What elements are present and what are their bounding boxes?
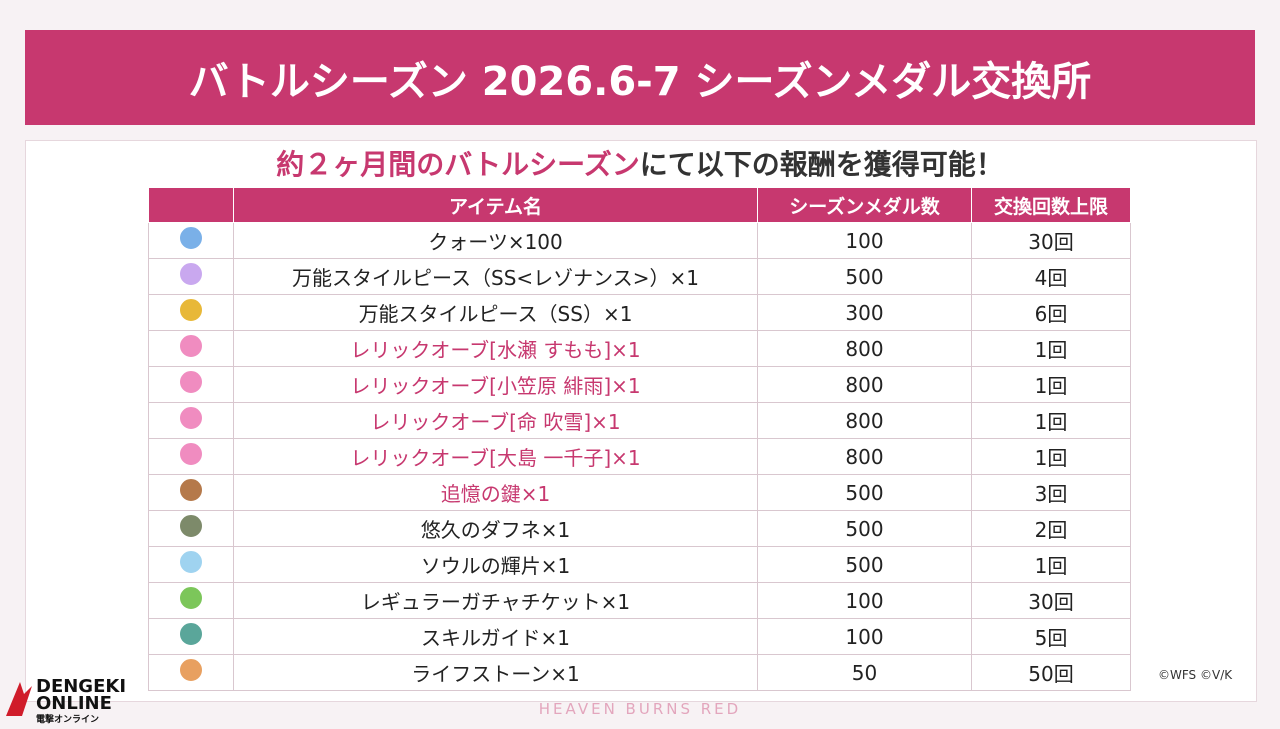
- table-row: 万能スタイルピース（SS）×1 300 6回: [148, 294, 1131, 331]
- icon: [178, 297, 204, 323]
- cell-name: クォーツ×100: [233, 222, 758, 259]
- table-row: ライフストーン×1 50 50回: [148, 654, 1131, 691]
- cell-medals: 100: [757, 222, 972, 259]
- subtitle-rest: にて以下の報酬を獲得可能！: [639, 148, 1004, 181]
- cell-limit: 3回: [971, 474, 1131, 511]
- icon: [178, 477, 204, 503]
- item-icon: [148, 510, 234, 547]
- subtitle-highlight: 約２ヶ月間のバトルシーズン: [276, 148, 640, 181]
- cell-limit: 4回: [971, 258, 1131, 295]
- item-icon: [148, 222, 234, 259]
- copyright: ©WFS ©V/K: [1158, 668, 1233, 682]
- logo-mark: [6, 682, 32, 716]
- cell-limit: 1回: [971, 402, 1131, 439]
- cell-limit: 6回: [971, 294, 1131, 331]
- item-icon: [148, 330, 234, 367]
- cell-medals: 100: [757, 618, 972, 655]
- item-icon: [148, 294, 234, 331]
- item-icon: [148, 546, 234, 583]
- item-icon: [148, 654, 234, 691]
- logo: DENGEKI ONLINE 電撃オンライン: [36, 678, 126, 729]
- cell-medals: 100: [757, 582, 972, 619]
- column-header: 交換回数上限: [971, 187, 1131, 223]
- cell-medals: 500: [757, 510, 972, 547]
- reward-table: アイテム名 シーズンメダル数 交換回数上限 クォーツ×100 100 30回 万能スタ…: [148, 187, 1131, 691]
- cell-limit: 30回: [971, 582, 1131, 619]
- icon: [178, 225, 204, 251]
- cell-medals: 50: [757, 654, 972, 691]
- item-icon: [148, 474, 234, 511]
- cell-name: レギュラーガチャチケット×1: [233, 582, 758, 619]
- logo-text: DENGEKI: [36, 676, 127, 697]
- cell-limit: 1回: [971, 438, 1131, 475]
- cell-limit: 1回: [971, 366, 1131, 403]
- table-row: クォーツ×100 100 30回: [148, 222, 1131, 259]
- table-row: ソウルの輝片×1 500 1回: [148, 546, 1131, 583]
- icon: [178, 369, 204, 395]
- cell-name: ライフストーン×1: [233, 654, 758, 691]
- table-row: レリックオーブ[命 吹雪]×1 800 1回: [148, 402, 1131, 439]
- icon: [178, 585, 204, 611]
- icon: [178, 657, 204, 683]
- table-row: 追憶の鍵×1 500 3回: [148, 474, 1131, 511]
- cell-name: レリックオーブ[命 吹雪]×1: [233, 402, 758, 439]
- cell-name: スキルガイド×1: [233, 618, 758, 655]
- cell-name: レリックオーブ[小笠原 緋雨]×1: [233, 366, 758, 403]
- table-row: レリックオーブ[小笠原 緋雨]×1 800 1回: [148, 366, 1131, 403]
- table-row: スキルガイド×1 100 5回: [148, 618, 1131, 655]
- icon: [178, 405, 204, 431]
- cell-medals: 500: [757, 258, 972, 295]
- item-icon: [148, 618, 234, 655]
- cell-medals: 500: [757, 546, 972, 583]
- item-icon: [148, 366, 234, 403]
- title-banner: バトルシーズン 2026.6-7 シーズンメダル交換所: [25, 30, 1255, 125]
- cell-name: レリックオーブ[大島 一千子]×1: [233, 438, 758, 475]
- cell-limit: 2回: [971, 510, 1131, 547]
- icon: [178, 513, 204, 539]
- icon: [178, 441, 204, 467]
- cell-medals: 800: [757, 366, 972, 403]
- cell-limit: 30回: [971, 222, 1131, 259]
- column-header: アイテム名: [233, 187, 758, 223]
- cell-medals: 800: [757, 438, 972, 475]
- game-name: HEAVEN BURNS RED: [538, 700, 742, 718]
- cell-limit: 1回: [971, 546, 1131, 583]
- cell-name: 万能スタイルピース（SS<レゾナンス>）×1: [233, 258, 758, 295]
- item-icon: [148, 258, 234, 295]
- icon-header: [148, 187, 234, 223]
- item-icon: [148, 582, 234, 619]
- subtitle: 約２ヶ月間のバトルシーズンにて以下の報酬を獲得可能！: [0, 143, 1280, 183]
- table-row: 万能スタイルピース（SS<レゾナンス>）×1 500 4回: [148, 258, 1131, 295]
- item-icon: [148, 402, 234, 439]
- cell-name: レリックオーブ[水瀬 すもも]×1: [233, 330, 758, 367]
- icon: [178, 333, 204, 359]
- cell-limit: 50回: [971, 654, 1131, 691]
- table-row: レリックオーブ[大島 一千子]×1 800 1回: [148, 438, 1131, 475]
- table-row: レリックオーブ[水瀬 すもも]×1 800 1回: [148, 330, 1131, 367]
- column-header: シーズンメダル数: [757, 187, 972, 223]
- cell-name: 追憶の鍵×1: [233, 474, 758, 511]
- cell-medals: 800: [757, 330, 972, 367]
- icon: [178, 621, 204, 647]
- icon: [178, 261, 204, 287]
- icon: [178, 549, 204, 575]
- cell-medals: 300: [757, 294, 972, 331]
- cell-limit: 5回: [971, 618, 1131, 655]
- table-row: 悠久のダフネ×1 500 2回: [148, 510, 1131, 547]
- logo-sub: 電撃オンライン: [36, 715, 100, 725]
- item-icon: [148, 438, 234, 475]
- cell-name: 万能スタイルピース（SS）×1: [233, 294, 758, 331]
- table-row: レギュラーガチャチケット×1 100 30回: [148, 582, 1131, 619]
- cell-name: ソウルの輝片×1: [233, 546, 758, 583]
- cell-limit: 1回: [971, 330, 1131, 367]
- cell-name: 悠久のダフネ×1: [233, 510, 758, 547]
- logo-text: ONLINE: [36, 693, 112, 714]
- cell-medals: 800: [757, 402, 972, 439]
- cell-medals: 500: [757, 474, 972, 511]
